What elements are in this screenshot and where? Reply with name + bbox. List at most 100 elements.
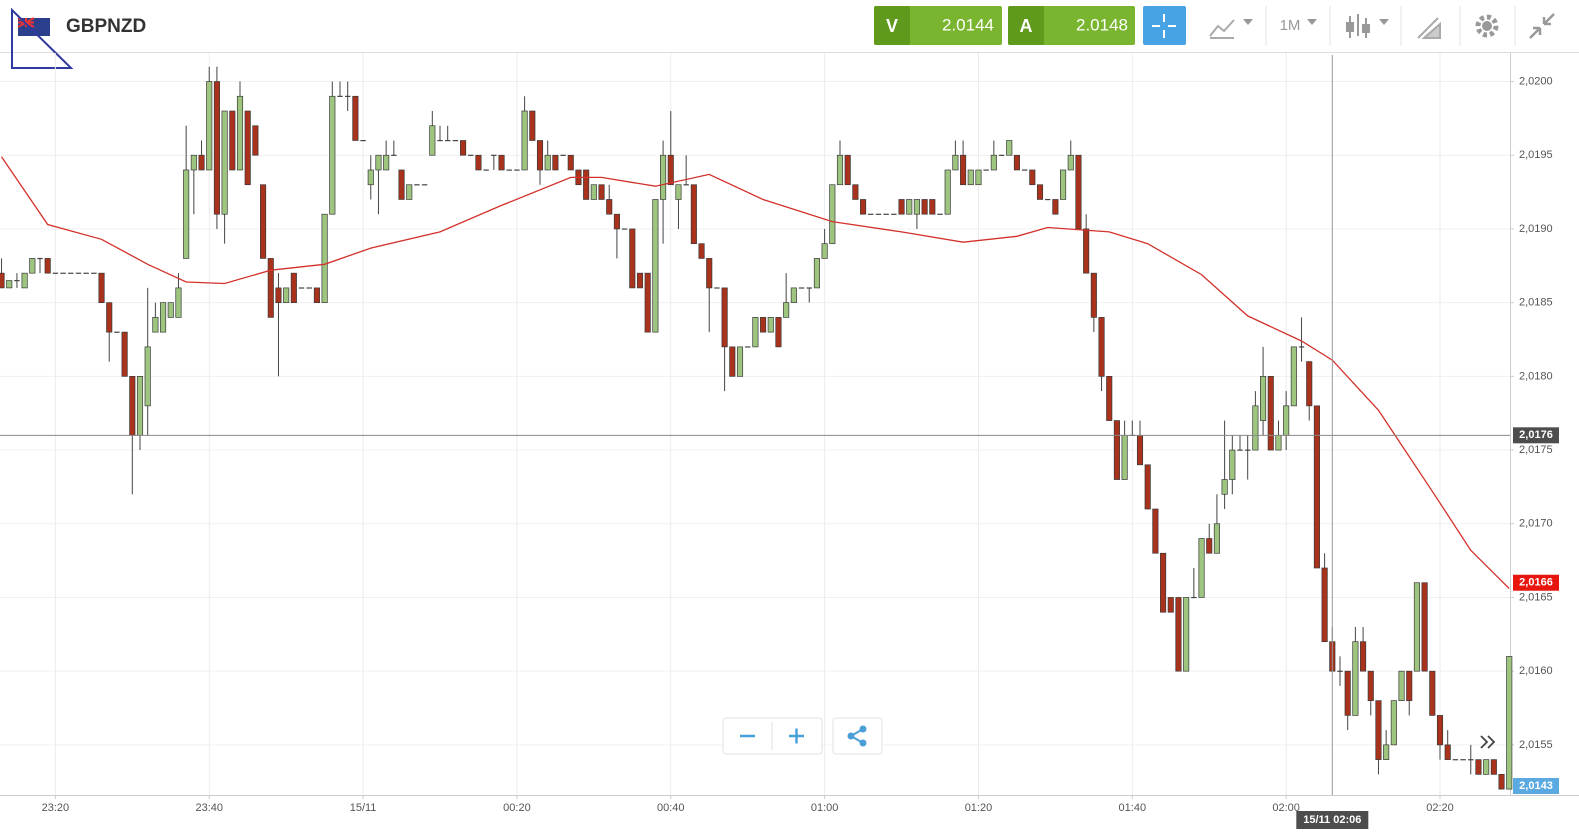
candle-body [1044,198,1051,201]
candle-body [252,125,259,156]
dropdown-arrow[interactable] [1243,19,1253,25]
candle-body [536,140,544,171]
candle-body [1229,449,1236,480]
candle-body [544,154,551,171]
sell-button[interactable]: V 2.0144 [874,6,1002,45]
candle-body [414,184,420,186]
plot: 2,0155 2,0160 2,0165 2,0170 2,0175 2,0180 2,01… [0,53,1559,829]
ma-price-bg [1513,574,1559,591]
candle-body [267,258,274,318]
candle-body [75,272,82,274]
buy-label[interactable]: A [1020,16,1033,36]
candle-body [1429,670,1436,716]
candle-body [606,199,613,215]
candle-body [567,154,574,171]
timeframe[interactable]: 1M [1280,17,1301,34]
candle-body [283,287,290,303]
candle-body [1213,523,1220,554]
draw-icon[interactable] [1417,17,1441,39]
candle-body [613,213,620,230]
candle-body [460,140,467,156]
candle-body [421,184,428,186]
buy-tag[interactable] [1008,6,1044,45]
candle-body [1298,346,1305,348]
candle-body [983,169,989,171]
collapse-icon[interactable] [1529,13,1555,39]
candle-body [683,184,689,186]
zoom-controls[interactable] [722,717,883,755]
candles-icon-body[interactable] [1362,24,1370,33]
dropdown-arrow[interactable] [1379,19,1389,25]
settings-icon[interactable] [1475,14,1499,38]
sell-price[interactable]: 2.0144 [942,15,994,34]
candle-body [836,154,844,186]
candle-body [760,317,767,333]
buy-button[interactable]: A 2.0148 [1008,6,1135,45]
candle-body [1283,405,1290,436]
candle-body [1036,184,1044,200]
candle-body [1275,434,1282,451]
candle-body [429,125,436,156]
candle-body [1144,464,1151,510]
share-dot[interactable] [859,725,867,733]
candles-icon-body[interactable] [1346,22,1354,32]
candle-body [944,169,951,215]
y-tick-label: 2,0185 [1519,297,1553,309]
candle-body [152,317,159,333]
dropdown-arrow[interactable] [1307,19,1317,25]
candle-body [1421,582,1428,672]
candle-body [752,317,759,348]
candle-body [329,95,336,215]
x-tick-label: 00:20 [503,802,531,814]
candle-body [937,213,943,215]
buy-price[interactable]: 2.0148 [1076,15,1128,34]
crosshair-icon [1152,14,1176,38]
candle-body [129,376,136,436]
candle-body [313,287,320,303]
candle-body [1075,154,1082,230]
candle-body [221,110,228,215]
candle-body [790,287,797,303]
candle-body [560,154,566,156]
candle-body [1260,376,1267,421]
scroll-latest[interactable] [1480,735,1496,749]
candle-body [29,258,36,274]
share-dot[interactable] [859,739,867,747]
candle-body [68,272,74,274]
candle-body [1344,670,1351,716]
candle-body [1244,449,1251,451]
crosshair-time-bg [1296,811,1369,829]
candle-body [775,317,782,348]
candle-body [1252,405,1259,451]
candle-body [1006,140,1013,156]
candle-body [360,139,366,142]
candle-body [321,213,328,303]
candle-body [598,184,605,200]
sell-tag[interactable] [874,6,910,45]
candle-body [183,169,190,259]
candle-body [844,154,851,186]
crosshair-time: 15/11 02:06 [1303,814,1361,826]
candle-body [1375,700,1382,760]
chart-type-icon[interactable] [1209,19,1235,39]
share-box[interactable] [832,717,883,755]
candle-body [352,95,359,141]
y-tick-label: 2,0175 [1519,444,1553,456]
candle-body [1383,744,1390,760]
crosshair-button[interactable] [1143,6,1186,45]
candle-body [383,154,390,171]
candle-body [1452,759,1459,761]
candle-body [114,331,120,333]
moving-average [0,156,1510,590]
candle-body [136,376,144,436]
candle-body [367,169,374,186]
candle-body [491,154,497,156]
zoom-in[interactable] [789,728,804,744]
x-tick-label: 23:40 [195,802,223,814]
candle-body [798,287,805,289]
candle-body [675,184,682,200]
share-dot[interactable] [847,732,855,740]
sell-label[interactable]: V [886,16,898,36]
settings-icon-center[interactable] [1482,21,1492,31]
